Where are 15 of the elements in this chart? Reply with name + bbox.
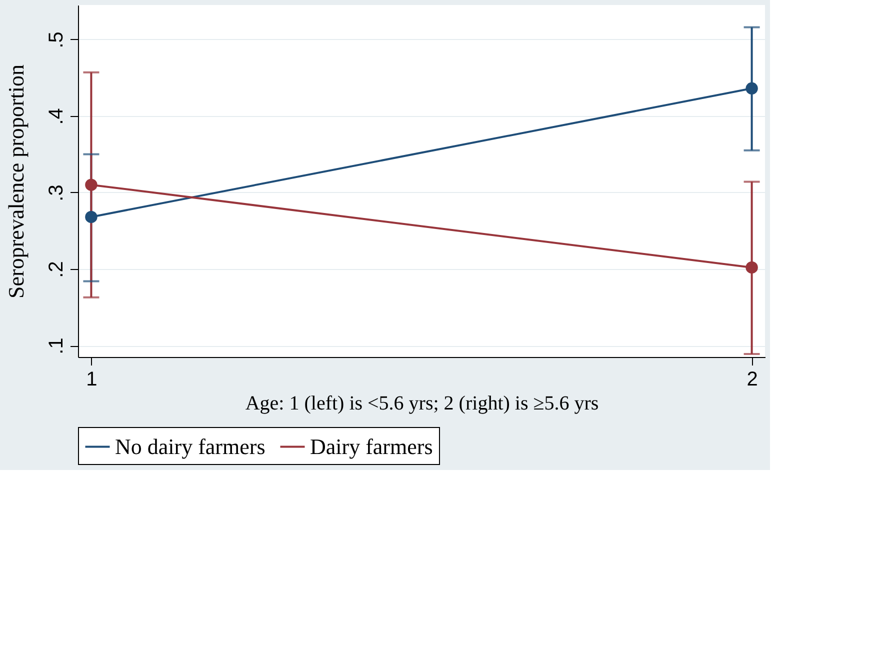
point — [85, 210, 98, 224]
legend-label: No dairy farmers — [115, 434, 266, 459]
x-tick-label: 2 — [746, 368, 758, 390]
y-tick-label: .5 — [46, 32, 68, 48]
y-tick-label: .2 — [46, 261, 68, 278]
point — [746, 261, 758, 274]
y-tick-label: .4 — [46, 108, 68, 125]
x-tick-label: 1 — [86, 368, 98, 390]
point — [746, 82, 758, 95]
legend-label: Dairy farmers — [310, 434, 433, 459]
y-axis-title: Seroprevalence proportion — [4, 64, 28, 298]
point — [85, 178, 98, 191]
y-tick-label: .1 — [46, 338, 68, 354]
x-axis-title: Age: 1 (left) is <5.6 yrs; 2 (right) is ≥5.6 yrs — [245, 392, 599, 414]
y-tick-label: .3 — [46, 184, 68, 202]
